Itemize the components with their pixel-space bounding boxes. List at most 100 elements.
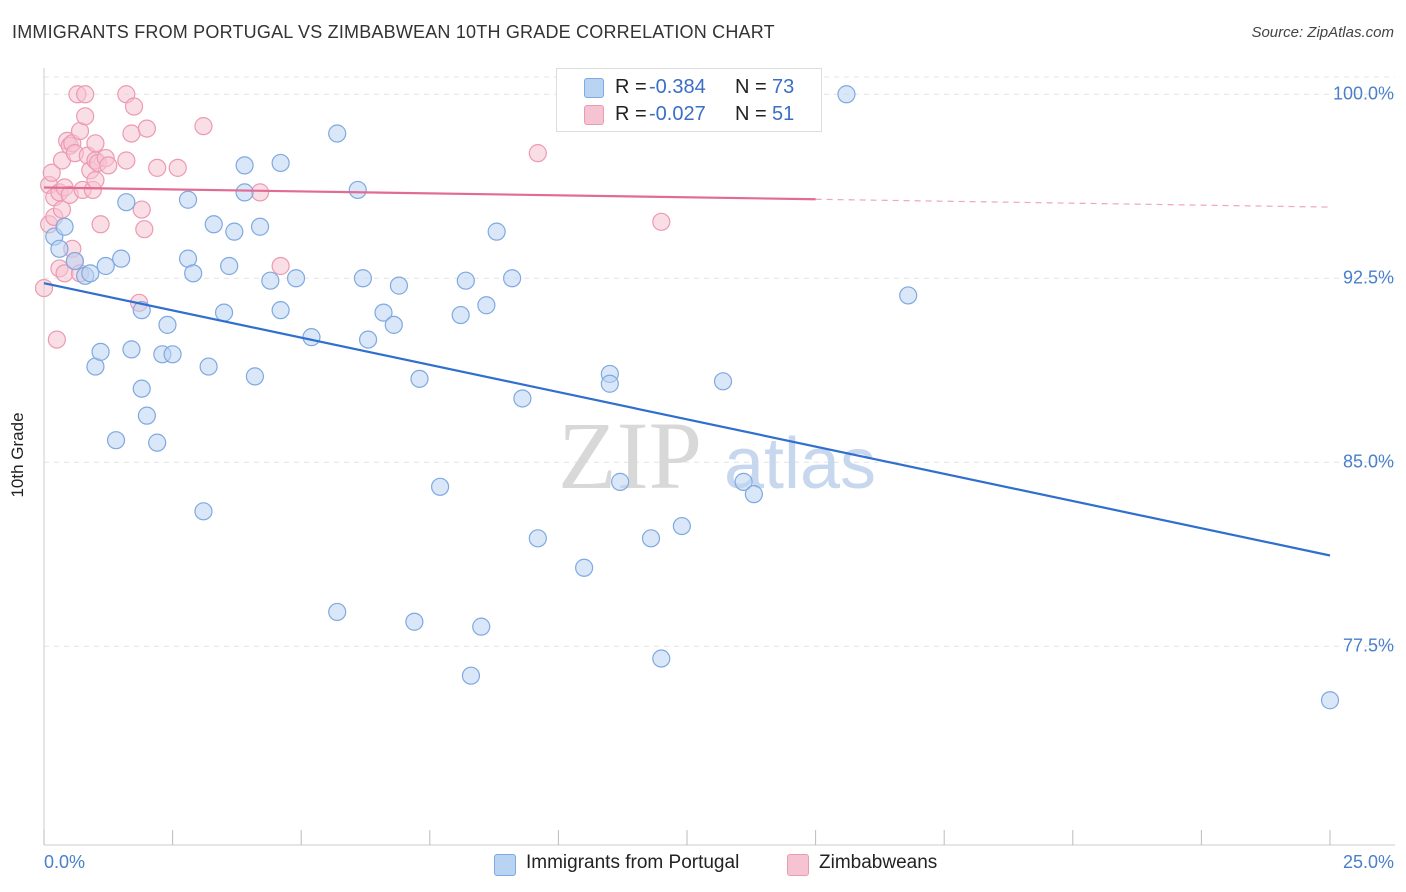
zimbabweans-point: [194, 117, 213, 136]
trendlines: [43, 186, 1331, 557]
portugal-point: [132, 301, 151, 320]
portugal-point: [451, 305, 470, 325]
legend-swatch-pink: [787, 854, 809, 876]
portugal-point: [106, 431, 126, 450]
portugal-point: [328, 124, 347, 143]
portugal-point: [302, 328, 321, 347]
portugal-point: [199, 357, 218, 376]
portugal-point: [575, 558, 594, 577]
portugal-point: [261, 271, 280, 290]
watermark-zip: ZIP: [558, 402, 702, 509]
portugal-point: [328, 602, 347, 622]
zimbabweans-point: [122, 124, 141, 143]
portugal-point: [672, 516, 691, 536]
zimbabweans-point: [124, 97, 144, 116]
legend-row-portugal: R = -0.384 N = 73: [557, 74, 821, 100]
portugal-point: [353, 269, 373, 288]
portugal-point: [271, 153, 290, 173]
zimbabweans-point: [148, 158, 167, 177]
portugal-point: [503, 269, 522, 288]
portugal-point: [837, 85, 856, 104]
y-tick-label: 92.5%: [1342, 267, 1394, 288]
portugal-point: [472, 617, 491, 636]
portugal-point: [184, 264, 203, 283]
legend-r-label: R =: [615, 103, 647, 125]
legend-n-value: 51: [772, 103, 795, 125]
chart-title: IMMIGRANTS FROM PORTUGAL VS ZIMBABWEAN 1…: [12, 22, 775, 42]
portugal-point: [487, 222, 506, 241]
zimbabweans-point: [91, 215, 110, 234]
portugal-point: [122, 340, 141, 359]
portugal-point: [225, 222, 244, 241]
portugal-point: [204, 215, 223, 234]
watermark: ZIP atlas: [558, 402, 876, 509]
portugal-point: [374, 303, 393, 322]
portugal-point: [611, 472, 630, 491]
y-tick-label: 77.5%: [1342, 635, 1394, 656]
portugal-point: [899, 286, 918, 305]
portugal-point: [117, 193, 136, 212]
portugal-point: [132, 379, 151, 398]
legend-swatch-blue: [584, 78, 604, 98]
portugal-point: [137, 406, 156, 425]
zimbabweans-point: [271, 256, 290, 276]
portugal-point: [600, 374, 619, 393]
portugal-point: [271, 301, 290, 320]
portugal-point: [652, 649, 671, 668]
legend-r-value: -0.027: [649, 103, 706, 125]
portugal-point: [235, 156, 254, 175]
portugal-point: [528, 529, 547, 548]
portugal-point: [194, 502, 213, 521]
portugal-point: [81, 264, 100, 283]
zimbabweans-point: [86, 171, 105, 190]
legend-row-zimbabweans: R = -0.027 N = 51: [557, 101, 821, 127]
zimbabweans-trendline: [43, 186, 816, 201]
source-label[interactable]: Source: ZipAtlas.com: [1251, 24, 1394, 41]
portugal-points: [45, 85, 1340, 710]
portugal-point: [148, 433, 167, 452]
portugal-point: [96, 256, 115, 276]
correlation-legend: R = -0.384 N = 73 R = -0.027 N = 51: [556, 68, 822, 132]
zimbabweans-point: [86, 134, 105, 153]
portugal-point: [405, 612, 424, 631]
portugal-point: [91, 342, 110, 361]
legend-swatch-blue: [494, 854, 516, 876]
portugal-point: [245, 367, 265, 386]
zimbabweans-point: [652, 212, 671, 231]
y-tick-label: 100.0%: [1332, 83, 1394, 104]
x-tick-label-min: 0.0%: [44, 852, 86, 872]
portugal-point: [65, 251, 84, 271]
zimbabweans-point: [168, 158, 187, 177]
zimbabweans-point: [117, 151, 136, 170]
portugal-point: [358, 330, 378, 349]
legend-r-label: R =: [615, 76, 647, 98]
portugal-point: [348, 180, 367, 200]
bottom-legend-label: Zimbabweans: [819, 852, 938, 873]
axes: [43, 68, 1395, 846]
portugal-point: [734, 472, 753, 491]
zimbabweans-point: [135, 220, 154, 239]
portugal-point: [410, 369, 429, 388]
zimbabweans-point: [47, 330, 66, 349]
zimbabweans-point: [99, 156, 118, 175]
portugal-point: [178, 190, 198, 209]
zimbabweans-trendline-extension: [815, 198, 1331, 208]
portugal-trendline: [43, 282, 1331, 557]
zimbabweans-point: [34, 278, 54, 298]
portugal-point: [1320, 691, 1340, 710]
portugal-point: [389, 276, 409, 295]
legend-r-value: -0.384: [649, 76, 706, 98]
portugal-point: [286, 269, 306, 288]
portugal-point: [461, 666, 481, 685]
portugal-point: [641, 529, 661, 548]
portugal-point: [112, 249, 131, 268]
y-axis-label: 10th Grade: [8, 412, 27, 498]
zimbabweans-point: [42, 163, 61, 182]
legend-n-value: 73: [772, 76, 795, 98]
zimbabweans-point: [528, 144, 547, 163]
zimbabweans-point: [76, 107, 95, 126]
x-tick-label-max: 25.0%: [1342, 852, 1394, 872]
portugal-point: [430, 477, 450, 496]
portugal-point: [477, 296, 496, 315]
